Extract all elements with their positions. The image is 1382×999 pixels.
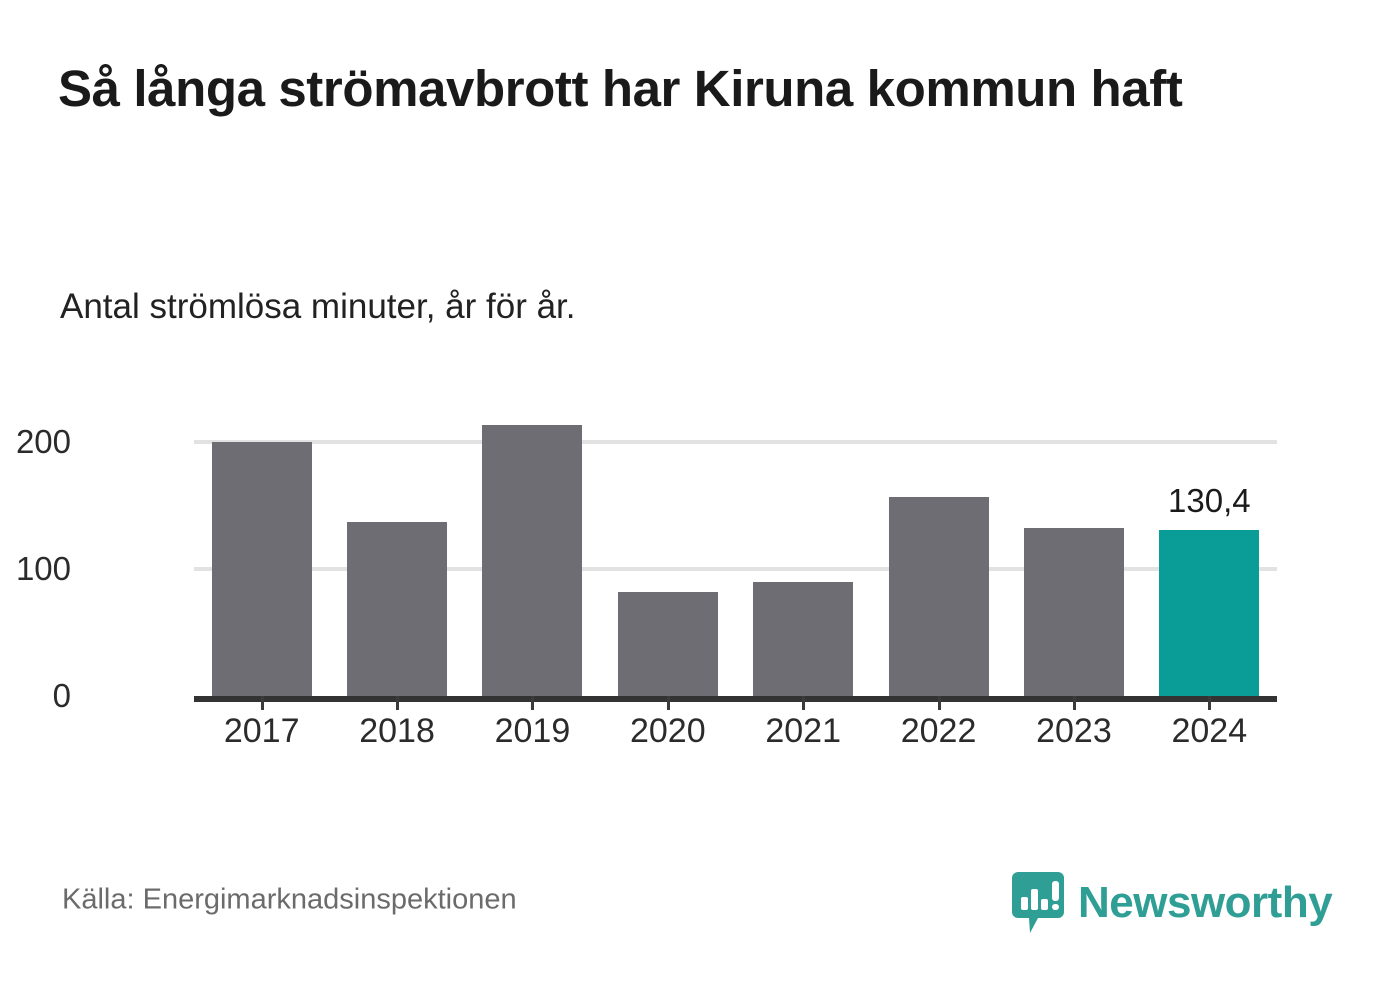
bar-2021[interactable] <box>753 581 854 696</box>
x-axis-tick <box>937 696 941 710</box>
x-axis-tick <box>396 696 400 710</box>
x-axis-label-2020: 2020 <box>629 712 706 750</box>
x-axis: 2017 2018 2019 2020 2021 2022 2023 2024 <box>194 696 1277 756</box>
bar-2019[interactable] <box>482 425 583 696</box>
bar-2022[interactable] <box>888 496 989 696</box>
x-axis-line <box>194 696 1277 702</box>
x-axis-tick <box>1208 696 1212 710</box>
gridline <box>194 439 1277 444</box>
x-axis-tick <box>802 696 806 710</box>
plot-area: 0 100 200 130,4 <box>16 414 1277 714</box>
y-axis-tick-label: 100 <box>15 549 71 587</box>
y-axis-tick-label: 200 <box>15 422 71 460</box>
bar-value-label: 130,4 <box>1168 482 1251 520</box>
bar-2024[interactable] <box>1159 530 1260 696</box>
bar-2018[interactable] <box>347 521 448 696</box>
x-axis-label-2021: 2021 <box>765 712 841 750</box>
x-axis-tick <box>666 696 670 710</box>
chart-subtitle: Antal strömlösa minuter, år för år. <box>60 287 576 326</box>
page-title: Så långa strömavbrott har Kiruna kommun … <box>58 60 1183 117</box>
bar-2023[interactable] <box>1023 528 1124 696</box>
x-axis-tick <box>531 696 535 710</box>
x-axis-tick <box>1072 696 1076 710</box>
logo-wordmark: Newsworthy <box>1078 878 1333 927</box>
bar-chart-bubble-icon <box>1012 872 1064 934</box>
y-axis-tick-label: 0 <box>52 677 71 714</box>
bar-2020[interactable] <box>617 591 718 696</box>
x-axis-label-2019: 2019 <box>494 712 571 750</box>
x-axis-label-2017: 2017 <box>223 712 300 750</box>
source-note: Källa: Energimarknadsinspektionen <box>62 883 517 916</box>
gridline <box>194 566 1277 571</box>
x-axis-tick <box>260 696 264 710</box>
x-axis-label-2024: 2024 <box>1171 712 1248 750</box>
bar-2017[interactable] <box>211 441 312 696</box>
x-axis-label-2018: 2018 <box>359 712 435 750</box>
newsworthy-logo[interactable]: Newsworthy <box>1012 872 1333 934</box>
x-axis-label-2023: 2023 <box>1036 712 1112 750</box>
x-axis-label-2022: 2022 <box>900 712 977 750</box>
